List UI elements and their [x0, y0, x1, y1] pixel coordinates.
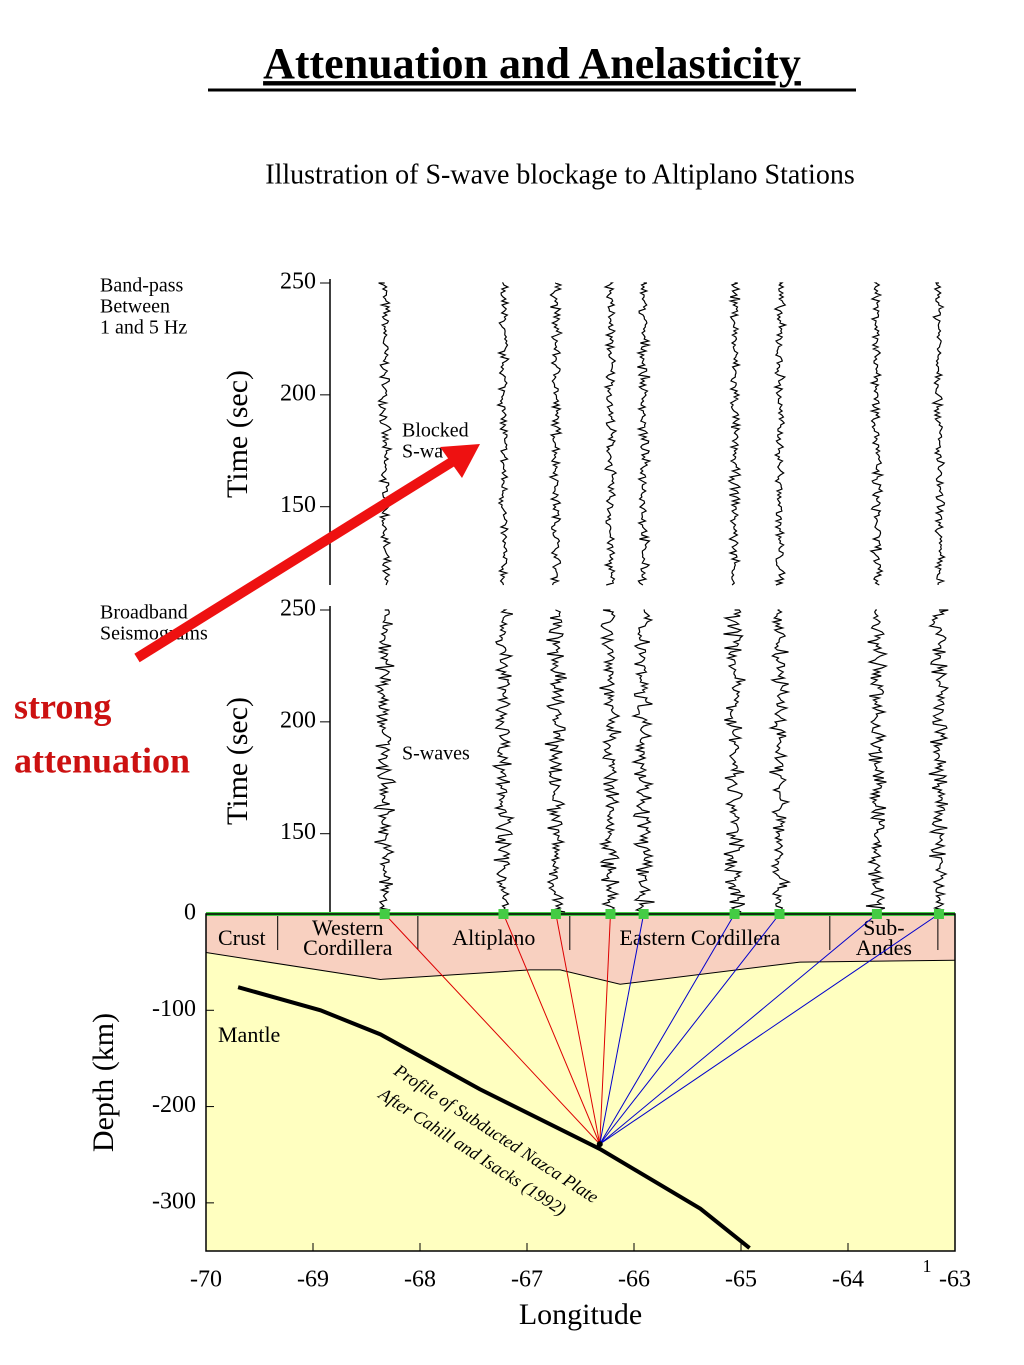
y-axis-label: Time (sec) [221, 370, 254, 498]
x-tick-label: -68 [404, 1267, 436, 1293]
y-axis-label: Time (sec) [221, 697, 254, 825]
ray [599, 913, 878, 1145]
y-tick-label: -200 [152, 1092, 196, 1118]
seismogram [768, 609, 792, 913]
panel-label: Between [100, 296, 170, 318]
seismogram [630, 609, 655, 913]
seismogram [636, 282, 652, 586]
crust [206, 914, 955, 985]
x-tick-label: -70 [190, 1267, 222, 1293]
y-tick-label: 150 [280, 492, 316, 518]
mantle-label: Mantle [218, 1022, 280, 1047]
y-tick-label: 200 [280, 380, 316, 406]
ray [599, 913, 611, 1145]
region-label: Altiplano [452, 925, 535, 950]
ray [555, 913, 601, 1145]
seismogram [603, 282, 618, 586]
seismogram [869, 282, 885, 586]
figure-title: Illustration of S-wave blockage to Altip… [265, 159, 854, 190]
seismogram [773, 282, 788, 586]
source [596, 1141, 603, 1148]
region-label: Cordillera [303, 935, 392, 960]
seismogram [865, 609, 889, 913]
arrow-head [440, 444, 480, 478]
seismogram [491, 609, 516, 913]
x-tick-label: -65 [725, 1267, 757, 1293]
region-label: Western [312, 915, 384, 940]
region-label: Crust [218, 925, 266, 950]
seismogram [373, 609, 397, 913]
moho-line [205, 952, 956, 985]
ray [599, 913, 940, 1145]
attenuation-label: strong [14, 686, 111, 726]
arrow-shaft [134, 455, 458, 663]
slab-line [237, 985, 751, 1250]
station [379, 909, 390, 919]
x-tick-label: -64 [832, 1267, 864, 1293]
station [729, 909, 740, 919]
y-tick-label: -300 [152, 1188, 196, 1214]
seismogram [377, 282, 393, 586]
slide-title: Attenuation and Anelasticity [263, 39, 801, 88]
panel-label: 1 and 5 Hz [100, 317, 187, 339]
y-axis-label: Depth (km) [87, 1013, 120, 1152]
y-tick-label: 0 [184, 900, 196, 926]
seismogram [544, 609, 567, 913]
y-tick-label: 250 [280, 596, 316, 622]
seismogram [722, 609, 746, 913]
frame [205, 913, 956, 1252]
y-tick-label: 250 [280, 269, 316, 295]
wave-annotation: Blocked [402, 420, 469, 442]
ray [599, 913, 736, 1145]
station [550, 909, 561, 919]
seismogram [598, 609, 622, 913]
station [638, 909, 649, 919]
ray [599, 913, 780, 1145]
seismogram [727, 282, 742, 586]
station [605, 909, 616, 919]
seismogram [496, 282, 510, 586]
page-number: 1 [923, 1256, 932, 1276]
ray [599, 913, 645, 1145]
x-tick-label: -66 [618, 1267, 650, 1293]
station [498, 909, 509, 919]
panel-label: Band-pass [100, 275, 184, 297]
x-tick-label: -63 [939, 1267, 971, 1293]
seismogram [931, 282, 946, 586]
y-tick-label: 200 [280, 707, 316, 733]
station [774, 909, 785, 919]
wave-annotation: S-waves [402, 743, 470, 765]
seismogram [928, 609, 950, 913]
seismogram [548, 282, 564, 586]
panel-label: Broadband [100, 602, 188, 624]
ray [502, 913, 601, 1145]
region-label: Andes [856, 935, 912, 960]
x-tick-label: -69 [297, 1267, 329, 1293]
station [871, 909, 882, 919]
y-tick-label: -100 [152, 996, 196, 1022]
x-axis-label: Longitude [519, 1298, 642, 1331]
station [933, 909, 944, 919]
ray [384, 913, 601, 1145]
y-tick-label: 150 [280, 819, 316, 845]
attenuation-label: attenuation [14, 740, 190, 780]
x-tick-label: -67 [511, 1267, 543, 1293]
region-label: Eastern Cordillera [619, 925, 780, 950]
